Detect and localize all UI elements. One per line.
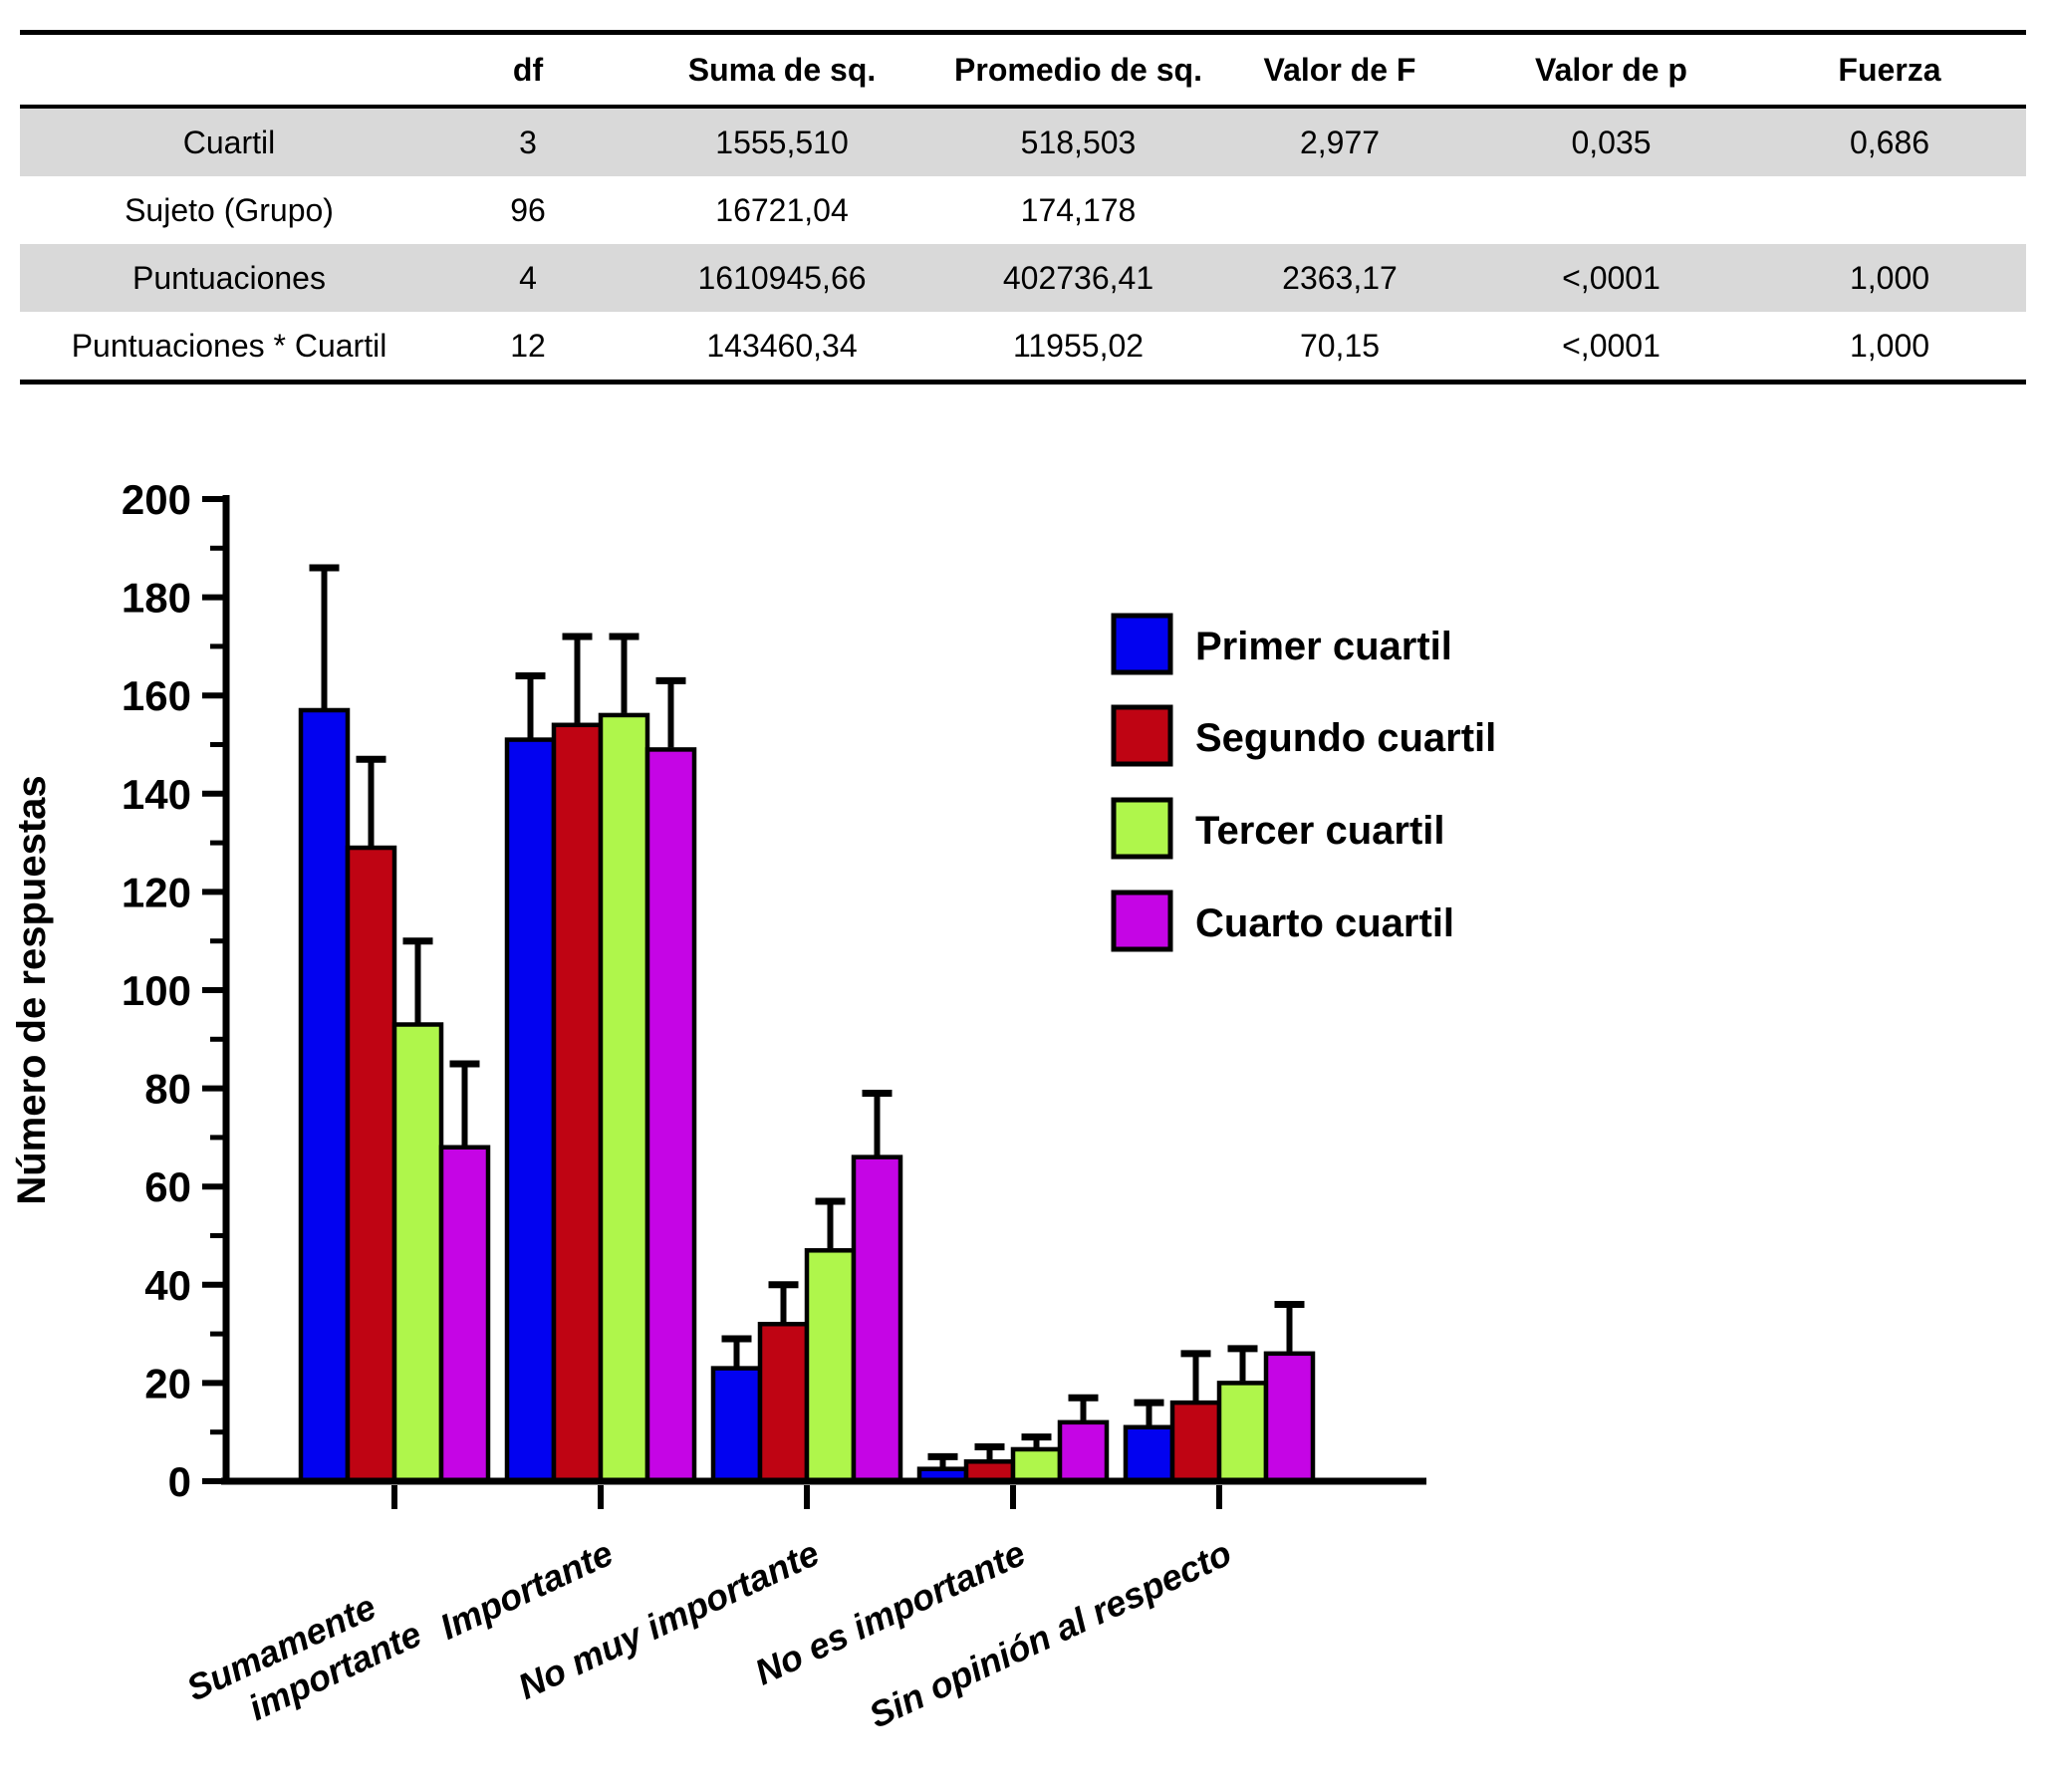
y-axis-title: Número de respuestas [10, 775, 54, 1204]
y-tick-label: 200 [122, 476, 191, 523]
bar [1216, 1381, 1269, 1484]
bar [1123, 1424, 1175, 1484]
legend-label: Primer cuartil [1195, 625, 1452, 668]
bar [504, 737, 557, 1484]
table-cell: 0,035 [1571, 124, 1652, 160]
legend-item: Primer cuartil [1111, 613, 1452, 675]
bar [710, 1366, 763, 1484]
y-tick-label: 120 [122, 869, 191, 915]
y-tick-label: 20 [144, 1360, 191, 1407]
legend-swatch [1111, 797, 1173, 860]
row-label: Sujeto (Grupo) [125, 191, 334, 228]
col-header-promedio: Promedio de sq. [946, 32, 1210, 109]
row-label: Puntuaciones * Cuartil [71, 327, 387, 364]
col-header-suma: Suma de sq. [618, 32, 946, 109]
table-cell: 143460,34 [706, 327, 858, 364]
bar [298, 707, 351, 1484]
table-cell: 2,977 [1299, 124, 1381, 160]
bar [1010, 1446, 1063, 1484]
table-cell: 96 [510, 191, 546, 228]
y-tick-label: 160 [122, 672, 191, 719]
bar [851, 1154, 903, 1484]
table-row: Puntuaciones * Cuartil 12 143460,34 11955,0… [20, 312, 2026, 383]
col-header-valor-p: Valor de p [1469, 32, 1753, 109]
anova-table: df Suma de sq. Promedio de sq. Valor de … [20, 30, 2026, 384]
legend-item: Segundo cuartil [1111, 704, 1496, 767]
table-cell: 4 [519, 259, 537, 296]
legend-item: Cuarto cuartil [1111, 890, 1454, 952]
legend-swatch [1111, 890, 1173, 952]
table-cell: 0,686 [1849, 124, 1930, 160]
table-cell: <,0001 [1562, 327, 1661, 364]
row-label: Puntuaciones [132, 259, 326, 296]
y-tick-label: 0 [168, 1458, 191, 1505]
y-tick-label: 80 [144, 1066, 191, 1113]
table-header-row: df Suma de sq. Promedio de sq. Valor de … [20, 32, 2026, 109]
category-label: Sumamenteimportante [180, 1573, 427, 1748]
table-cell: 11955,02 [1012, 327, 1145, 364]
category-label: Sin opinión al respecto [863, 1532, 1237, 1736]
bar [644, 747, 697, 1484]
legend-swatch [1111, 704, 1173, 767]
bar [1263, 1351, 1316, 1484]
table-row: Sujeto (Grupo) 96 16721,04 174,178 [20, 176, 2026, 244]
table-cell: 3 [519, 124, 537, 160]
table-cell: 1,000 [1849, 327, 1930, 364]
bar [804, 1248, 857, 1484]
table-cell: 518,503 [1020, 124, 1137, 160]
table-cell: 1555,510 [715, 124, 849, 160]
bar [391, 1022, 444, 1484]
bar [1169, 1400, 1222, 1484]
bar [1057, 1419, 1110, 1484]
legend-label: Cuarto cuartil [1195, 901, 1454, 945]
col-header-df: df [438, 32, 618, 109]
bar [551, 722, 604, 1484]
y-tick-label: 180 [122, 575, 191, 622]
category-label: Importante [433, 1532, 619, 1648]
legend-label: Tercer cuartil [1195, 809, 1445, 853]
table-cell: 1610945,66 [697, 259, 867, 296]
col-header-valor-f: Valor de F [1210, 32, 1469, 109]
table-cell: 2363,17 [1282, 259, 1398, 296]
bar [438, 1145, 491, 1484]
y-tick-label: 60 [144, 1163, 191, 1210]
y-tick-label: 40 [144, 1262, 191, 1309]
table-cell: 12 [510, 327, 546, 364]
legend-swatch [1111, 613, 1173, 675]
y-tick-label: 100 [122, 967, 191, 1014]
table-cell: 174,178 [1020, 191, 1137, 228]
legend: Primer cuartil Segundo cuartil Tercer cuar… [1111, 613, 1496, 952]
table-cell: 402736,41 [1002, 259, 1154, 296]
legend-label: Segundo cuartil [1195, 716, 1496, 760]
y-tick-label: 140 [122, 771, 191, 818]
table-row: Puntuaciones 4 1610945,66 402736,41 2363,17 <… [20, 244, 2026, 312]
table-cell: <,0001 [1562, 259, 1661, 296]
col-header-fuerza: Fuerza [1753, 32, 2026, 109]
col-header-blank [20, 32, 438, 109]
legend-item: Tercer cuartil [1111, 797, 1445, 860]
bar [345, 845, 397, 1484]
bar [757, 1321, 810, 1484]
table-cell: 1,000 [1849, 259, 1930, 296]
table-cell: 16721,04 [715, 191, 849, 228]
row-label: Cuartil [182, 124, 276, 160]
bar [598, 712, 650, 1484]
table-cell: 70,15 [1299, 327, 1381, 364]
table-row: Cuartil 3 1555,510 518,503 2,977 0,035 0,686 [20, 107, 2026, 176]
